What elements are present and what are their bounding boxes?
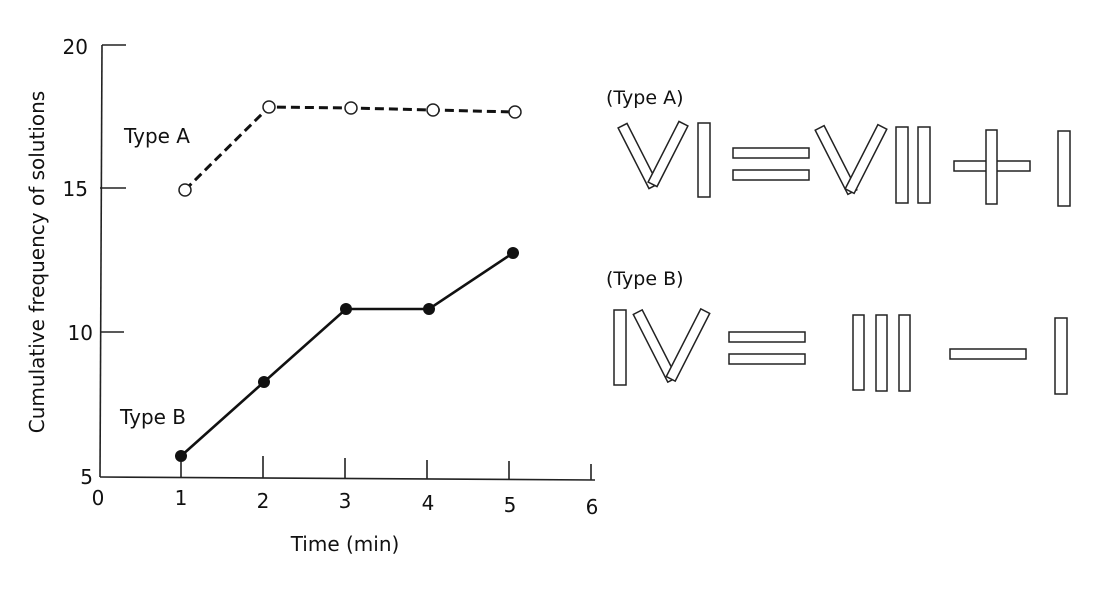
point-a-4: [426, 103, 440, 117]
x-tick-5: 5: [504, 493, 517, 517]
y-tick-20: 20: [63, 35, 88, 59]
point-b-1: [175, 450, 187, 462]
series-a-label: Type A: [123, 124, 190, 148]
point-a-3: [344, 101, 358, 115]
series-b-label: Type B: [119, 405, 186, 429]
point-b-2: [258, 376, 270, 388]
puzzle-a-title: (Type A): [606, 87, 684, 109]
y-tick-labels: 20 15 10 5: [63, 35, 93, 489]
y-tick-5: 5: [80, 465, 93, 489]
y-tick-10: 10: [68, 321, 93, 345]
x-tick-6: 6: [586, 495, 599, 519]
point-a-2: [262, 100, 276, 114]
x-tick-0: 0: [92, 486, 105, 510]
puzzle-a-matchsticks: [617, 120, 1071, 207]
series-type-b: [175, 247, 519, 462]
point-a-5: [508, 105, 522, 119]
puzzle-b-title: (Type B): [606, 268, 684, 290]
point-b-4: [423, 303, 435, 315]
series-type-a: [178, 100, 522, 197]
y-axis-title: Cumulative frequency of solutions: [25, 91, 49, 433]
point-b-3: [340, 303, 352, 315]
x-tick-2: 2: [257, 489, 270, 513]
point-a-1: [178, 183, 192, 197]
x-tick-3: 3: [339, 489, 352, 513]
puzzle-b-matchsticks: [613, 307, 1068, 395]
point-b-5: [507, 247, 519, 259]
x-tick-4: 4: [422, 491, 435, 515]
x-axis-title: Time (min): [290, 532, 400, 556]
x-tick-labels: 0 1 2 3 4 5 6: [92, 486, 599, 519]
x-tick-1: 1: [175, 486, 188, 510]
axes: [99, 44, 596, 481]
y-tick-15: 15: [63, 177, 88, 201]
